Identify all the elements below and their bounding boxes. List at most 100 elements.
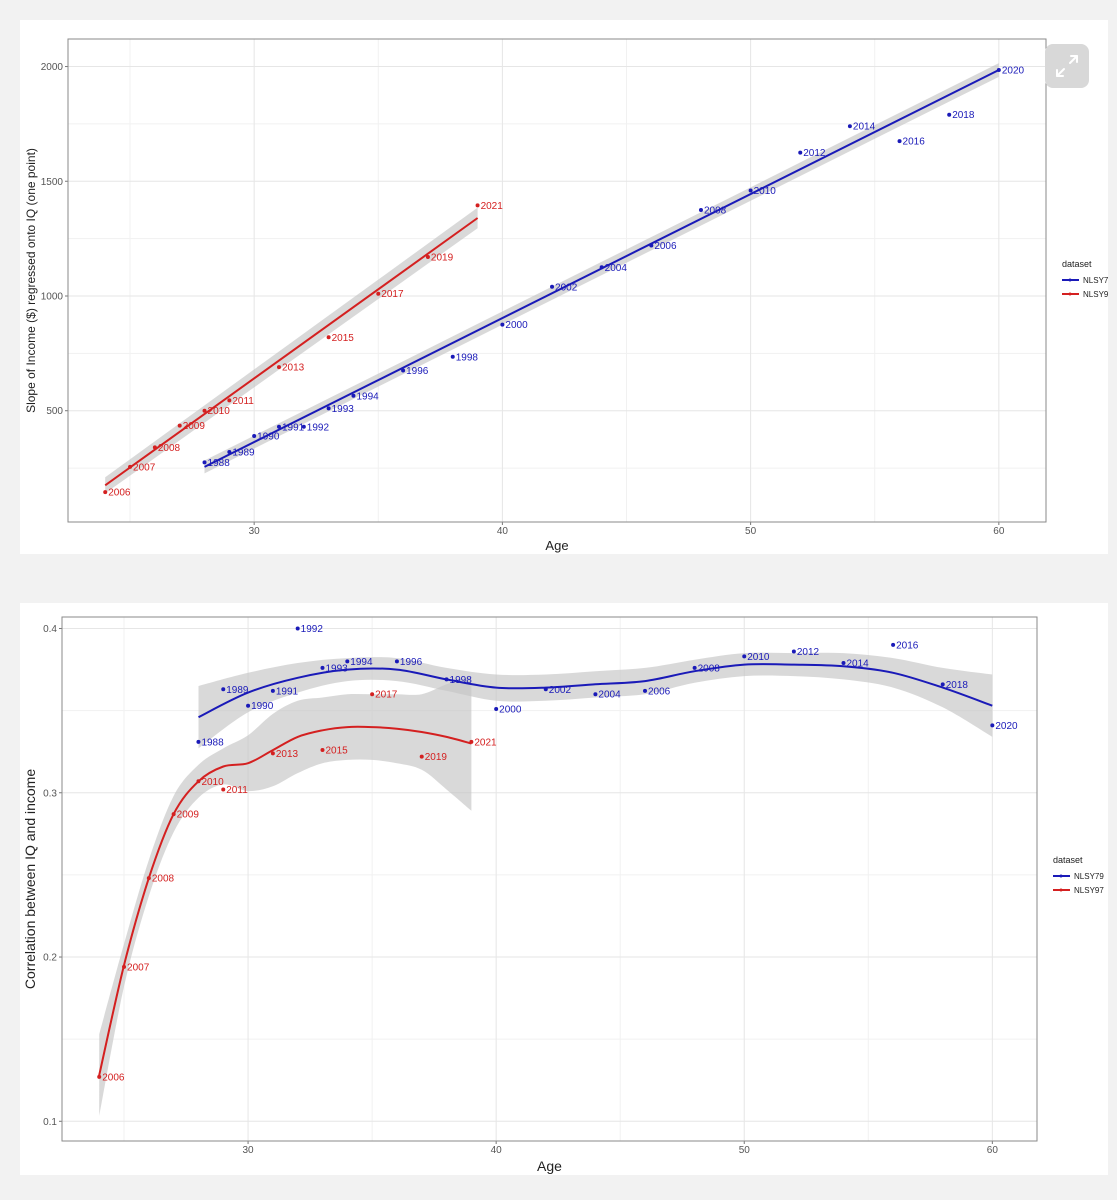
data-point bbox=[270, 751, 275, 756]
legend-key-point bbox=[1068, 278, 1072, 282]
legend-label-nlsy79: NLSY79 bbox=[1074, 872, 1104, 881]
data-point bbox=[202, 408, 207, 413]
x-tick-label: 50 bbox=[739, 1145, 751, 1156]
data-point-label: 2012 bbox=[803, 148, 826, 159]
data-point bbox=[221, 787, 226, 792]
x-axis-title: Age bbox=[537, 1158, 562, 1174]
data-point-label: 2008 bbox=[704, 205, 727, 216]
data-point-label: 2004 bbox=[598, 690, 621, 701]
data-point bbox=[320, 748, 325, 753]
data-point-label: 1993 bbox=[332, 404, 355, 415]
plot-area bbox=[68, 39, 1046, 522]
data-point bbox=[798, 150, 803, 155]
data-point bbox=[177, 423, 182, 428]
data-point bbox=[500, 322, 505, 327]
data-point bbox=[593, 692, 598, 697]
data-point bbox=[394, 659, 399, 664]
plot-border bbox=[67, 38, 1047, 523]
fit-line-nlsy79 bbox=[198, 663, 993, 719]
y-tick-label: 1000 bbox=[41, 291, 64, 302]
data-point-label: 2021 bbox=[481, 201, 504, 212]
data-point-label: 2011 bbox=[232, 396, 254, 407]
data-point-label: 1996 bbox=[406, 366, 429, 377]
data-point-label: 2015 bbox=[332, 333, 355, 344]
data-point-label: 2009 bbox=[177, 810, 200, 821]
data-point-label: 1991 bbox=[276, 686, 299, 697]
data-point-label: 2004 bbox=[605, 263, 628, 274]
legend-label-nlsy97: NLSY97 bbox=[1083, 290, 1108, 299]
data-point-label: 2010 bbox=[754, 186, 777, 197]
data-point-label: 2014 bbox=[846, 658, 869, 669]
data-point-label: 2014 bbox=[853, 122, 876, 133]
y-axis-title: Slope of Income ($) regressed onto IQ (o… bbox=[24, 148, 38, 413]
data-point-label: 2008 bbox=[158, 443, 181, 454]
fit-line-nlsy97 bbox=[104, 217, 479, 487]
data-point-label: 2008 bbox=[152, 874, 175, 885]
data-point-label: 2007 bbox=[133, 462, 156, 473]
data-point bbox=[841, 660, 846, 665]
data-point bbox=[171, 812, 176, 817]
x-axis-title: Age bbox=[545, 538, 568, 553]
data-point-label: 2021 bbox=[474, 737, 497, 748]
data-point bbox=[450, 354, 455, 359]
data-point-label: 2015 bbox=[325, 746, 348, 757]
legend-label-nlsy97: NLSY97 bbox=[1074, 886, 1104, 895]
data-point-label: 1992 bbox=[307, 422, 330, 433]
data-point bbox=[444, 677, 449, 682]
data-point bbox=[698, 207, 703, 212]
data-point bbox=[748, 188, 753, 193]
data-point-label: 2010 bbox=[208, 406, 231, 417]
data-point-label: 2002 bbox=[549, 685, 572, 696]
data-point bbox=[791, 649, 796, 654]
y-tick-label: 2000 bbox=[41, 62, 64, 73]
data-point-label: 2017 bbox=[375, 690, 398, 701]
data-point bbox=[891, 642, 896, 647]
expand-button[interactable] bbox=[1045, 44, 1089, 88]
legend-key-point bbox=[1059, 874, 1063, 878]
legend-label-nlsy79: NLSY79 bbox=[1083, 276, 1108, 285]
legend-key-point bbox=[1068, 292, 1072, 296]
x-tick-label: 30 bbox=[249, 526, 261, 537]
data-point bbox=[301, 424, 306, 429]
data-point bbox=[246, 703, 251, 708]
data-point bbox=[152, 445, 157, 450]
data-point-label: 2010 bbox=[747, 652, 770, 663]
data-point bbox=[599, 265, 604, 270]
data-point-label: 1996 bbox=[400, 657, 423, 668]
data-point-label: 1993 bbox=[325, 663, 348, 674]
data-point-label: 1991 bbox=[282, 422, 305, 433]
data-point bbox=[276, 365, 281, 370]
y-tick-label: 0.2 bbox=[43, 953, 57, 964]
data-point-label: 2002 bbox=[555, 282, 578, 293]
data-point-label: 2010 bbox=[201, 777, 224, 788]
data-point-label: 2016 bbox=[896, 640, 919, 651]
data-point-label: 2000 bbox=[505, 320, 528, 331]
data-point-label: 2006 bbox=[648, 686, 671, 697]
data-point bbox=[320, 665, 325, 670]
data-point bbox=[643, 688, 648, 693]
data-point-label: 2018 bbox=[952, 110, 975, 121]
legend-title: dataset bbox=[1053, 855, 1083, 865]
plot-border bbox=[61, 616, 1038, 1142]
data-point-label: 1992 bbox=[301, 624, 324, 635]
y-tick-label: 0.4 bbox=[43, 624, 57, 635]
data-point bbox=[351, 393, 356, 398]
data-point-label: 1988 bbox=[201, 737, 224, 748]
data-point bbox=[270, 688, 275, 693]
data-point-label: 2006 bbox=[108, 488, 131, 499]
data-point bbox=[345, 659, 350, 664]
data-point-label: 1989 bbox=[232, 448, 255, 459]
data-point-label: 2011 bbox=[226, 785, 248, 796]
legend-title: dataset bbox=[1062, 259, 1092, 269]
data-point-label: 1988 bbox=[208, 458, 231, 469]
data-point bbox=[326, 335, 331, 340]
data-point-label: 1989 bbox=[226, 685, 249, 696]
y-tick-label: 0.3 bbox=[43, 788, 57, 799]
data-point-label: 2006 bbox=[654, 241, 677, 252]
data-point-label: 2009 bbox=[183, 421, 206, 432]
data-point bbox=[897, 139, 902, 144]
data-point bbox=[146, 876, 151, 881]
data-point bbox=[425, 254, 430, 259]
data-point bbox=[550, 284, 555, 289]
